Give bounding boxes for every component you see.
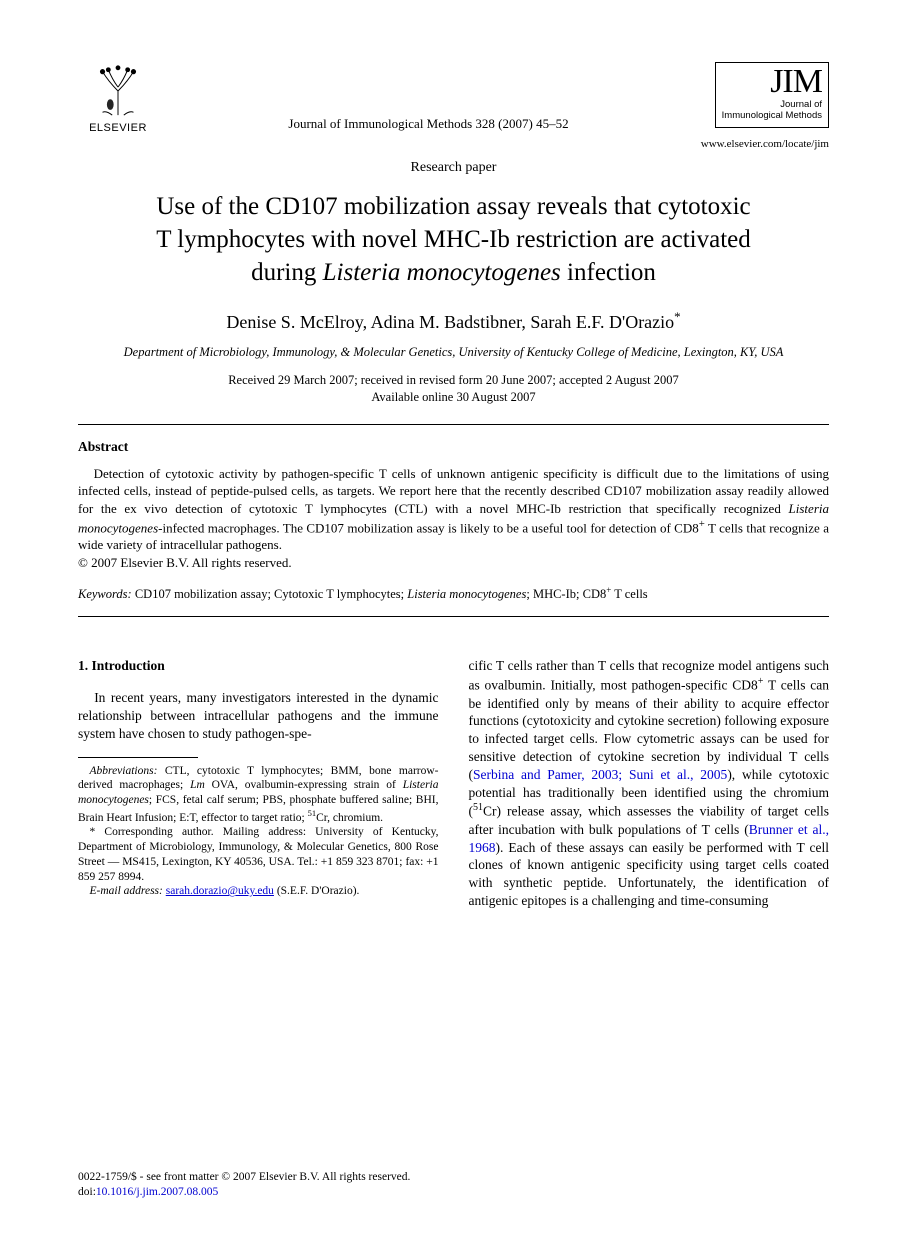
page-footer: 0022-1759/$ - see front matter © 2007 El…	[78, 1170, 829, 1200]
abbreviations-footnote: Abbreviations: CTL, cytotoxic T lymphocy…	[78, 764, 439, 826]
abstract-part-a: Detection of cytotoxic activity by patho…	[78, 466, 829, 515]
journal-reference: Journal of Immunological Methods 328 (20…	[158, 116, 699, 132]
intro-para-right: cific T cells rather than T cells that r…	[469, 657, 830, 909]
abbrev-label: Abbreviations:	[90, 765, 158, 777]
elsevier-tree-icon	[89, 62, 147, 120]
keywords-b: ; MHC-Ib; CD8	[526, 587, 606, 601]
journal-url[interactable]: www.elsevier.com/locate/jim	[699, 138, 829, 150]
main-columns: 1. Introduction In recent years, many in…	[78, 657, 829, 909]
article-type: Research paper	[78, 160, 829, 176]
keywords-label: Keywords:	[78, 587, 132, 601]
corresponding-mark: *	[674, 309, 681, 324]
col2-e: ). Each of these assays can easily be pe…	[469, 840, 830, 908]
footnote-corr-text: Corresponding author. Mailing address: U…	[78, 826, 439, 882]
title-line1: Use of the CD107 mobilization assay reve…	[156, 193, 750, 220]
author-names: Denise S. McElroy, Adina M. Badstibner, …	[226, 312, 674, 332]
footnotes: Abbreviations: CTL, cytotoxic T lymphocy…	[78, 764, 439, 899]
publisher-label: ELSEVIER	[78, 122, 158, 134]
email-link[interactable]: sarah.dorazio@uky.edu	[166, 885, 274, 897]
journal-logo-block: JIM Journal of Immunological Methods www…	[699, 62, 829, 150]
rule-after-keywords	[78, 616, 829, 617]
authors: Denise S. McElroy, Adina M. Badstibner, …	[78, 309, 829, 333]
abstract-text: Detection of cytotoxic activity by patho…	[78, 465, 829, 553]
doi-label: doi:	[78, 1186, 96, 1198]
footnote-rule	[78, 757, 198, 758]
footer-copyright: 0022-1759/$ - see front matter © 2007 El…	[78, 1171, 410, 1183]
citation-link-1[interactable]: Serbina and Pamer, 2003; Suni et al., 20…	[473, 767, 727, 782]
abstract-block: Abstract Detection of cytotoxic activity…	[78, 439, 829, 571]
page: ELSEVIER Journal of Immunological Method…	[0, 0, 907, 1238]
abbrev-ital1: Lm	[190, 779, 205, 791]
abstract-heading: Abstract	[78, 439, 829, 455]
abstract-copyright: © 2007 Elsevier B.V. All rights reserved…	[78, 555, 829, 571]
rule-before-abstract	[78, 424, 829, 425]
col2-sup2: 51	[473, 802, 483, 813]
publisher-logo: ELSEVIER	[78, 62, 158, 134]
journal-name-line1: Journal of	[780, 99, 822, 110]
journal-name-line2: Immunological Methods	[722, 110, 822, 121]
keywords-a: CD107 mobilization assay; Cytotoxic T ly…	[132, 587, 408, 601]
keywords: Keywords: CD107 mobilization assay; Cyto…	[78, 585, 829, 602]
journal-acronym: JIM	[722, 67, 822, 98]
title-line3-italic: Listeria monocytogenes	[323, 259, 561, 286]
journal-logo-box: JIM Journal of Immunological Methods	[715, 62, 829, 128]
right-column: cific T cells rather than T cells that r…	[469, 657, 830, 909]
journal-full-name: Journal of Immunological Methods	[722, 100, 822, 122]
keywords-c: T cells	[611, 587, 647, 601]
abbrev-b: OVA, ovalbumin-expressing strain of	[205, 779, 403, 791]
doi-link[interactable]: 10.1016/j.jim.2007.08.005	[96, 1186, 218, 1198]
abbrev-d: Cr, chromium.	[316, 812, 383, 824]
title-line3-post: infection	[561, 259, 656, 286]
section-heading-introduction: 1. Introduction	[78, 657, 439, 675]
dates-line1: Received 29 March 2007; received in revi…	[228, 373, 679, 387]
affiliation: Department of Microbiology, Immunology, …	[78, 345, 829, 360]
email-label: E-mail address:	[90, 885, 163, 897]
email-footnote: E-mail address: sarah.dorazio@uky.edu (S…	[78, 884, 439, 899]
abstract-part-b: -infected macrophages. The CD107 mobiliz…	[158, 520, 699, 535]
article-title: Use of the CD107 mobilization assay reve…	[98, 190, 809, 289]
abbrev-sup: 51	[308, 808, 317, 818]
left-column: 1. Introduction In recent years, many in…	[78, 657, 439, 909]
keywords-italic: Listeria monocytogenes	[407, 587, 526, 601]
email-tail: (S.E.F. D'Orazio).	[274, 885, 359, 897]
dates-line2: Available online 30 August 2007	[371, 390, 535, 404]
header-row: ELSEVIER Journal of Immunological Method…	[78, 62, 829, 150]
article-dates: Received 29 March 2007; received in revi…	[78, 372, 829, 406]
title-line2: T lymphocytes with novel MHC-Ib restrict…	[156, 226, 751, 253]
intro-para-left: In recent years, many investigators inte…	[78, 689, 439, 742]
title-line3-pre: during	[251, 259, 323, 286]
corresponding-author-footnote: * Corresponding author. Mailing address:…	[78, 825, 439, 884]
